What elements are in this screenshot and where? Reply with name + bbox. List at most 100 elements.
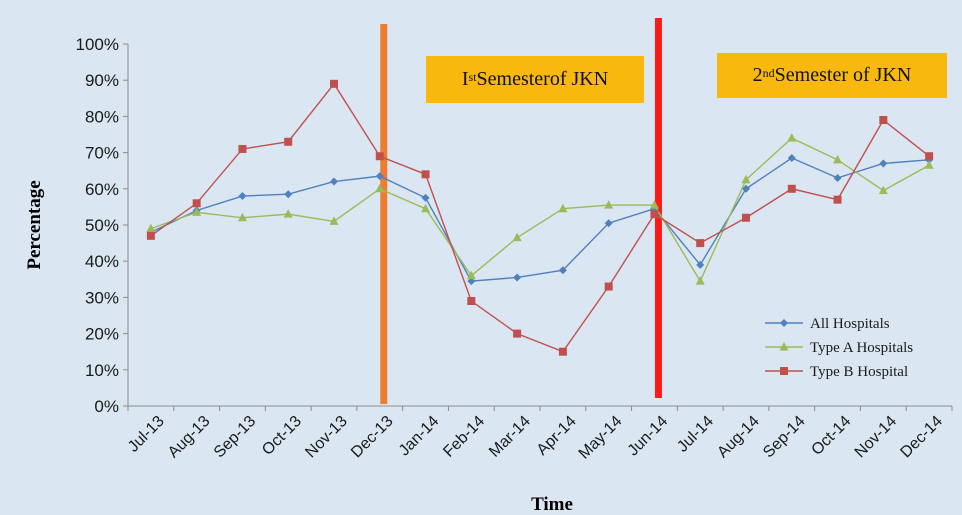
data-point: [787, 154, 796, 163]
data-point: [512, 232, 522, 242]
legend-entry: All Hospitals: [765, 316, 890, 332]
x-tick-label: Oct-13: [259, 413, 305, 459]
x-tick-label: Nov-13: [302, 413, 351, 462]
x-tick-label: Aug-13: [165, 413, 214, 462]
series-all-hospitals: [146, 154, 934, 286]
x-tick-label: Jun-14: [625, 413, 672, 460]
data-point: [421, 170, 430, 179]
legend-marker: [780, 319, 788, 327]
data-point: [330, 177, 338, 186]
series-line: [150, 157, 930, 282]
y-tick-label: 50%: [85, 216, 119, 235]
semester-divider: [380, 24, 388, 404]
data-point: [237, 212, 247, 222]
data-point: [284, 137, 293, 146]
data-point: [375, 183, 385, 193]
x-tick-label: Jan-14: [396, 413, 443, 460]
data-point: [513, 329, 522, 338]
data-point: [878, 185, 888, 195]
semester-1-text: Semesterof JKN: [476, 68, 609, 90]
series-type-a-hospitals: [146, 133, 934, 285]
data-point: [787, 133, 797, 142]
data-point: [192, 207, 202, 216]
semester-2-ordinal: nd: [762, 66, 775, 80]
x-tick-label: Aug-14: [714, 413, 763, 462]
legend-label: Type A Hospitals: [810, 340, 913, 356]
data-point: [283, 209, 293, 218]
y-tick-label: 90%: [85, 71, 119, 90]
x-tick-label: Sep-14: [760, 413, 809, 462]
data-point: [696, 260, 705, 269]
series-line: [150, 137, 930, 283]
semester-2-number: 2: [752, 64, 763, 86]
data-point: [833, 195, 842, 204]
x-tick-label: Sep-13: [211, 413, 260, 462]
data-point: [421, 193, 430, 202]
data-point: [558, 347, 567, 356]
x-tick-label: Nov-14: [852, 413, 901, 462]
data-point: [558, 266, 567, 275]
legend-label: Type B Hospital: [810, 364, 908, 380]
data-point: [421, 203, 431, 213]
data-point: [649, 200, 659, 209]
x-tick-label: Jul-14: [674, 413, 717, 456]
y-axis-title: Percentage: [24, 180, 45, 269]
data-point: [879, 159, 888, 168]
series-lines: [146, 79, 934, 356]
data-point: [742, 184, 750, 193]
x-tick-label: Dec-13: [348, 413, 397, 462]
x-tick-label: Oct-14: [808, 413, 854, 459]
y-tick-label: 100%: [76, 35, 119, 54]
data-point: [604, 200, 614, 209]
data-point: [238, 192, 247, 201]
x-tick-label: Mar-14: [486, 413, 534, 461]
data-point: [146, 231, 155, 240]
x-axis-title: Time: [531, 494, 573, 515]
semester-1-ordinal: st: [468, 70, 477, 84]
data-point: [375, 152, 384, 161]
x-tick-label: May-14: [576, 413, 626, 463]
data-point: [604, 219, 613, 228]
legend-marker: [780, 367, 788, 375]
x-tick-label: Jul-13: [125, 413, 168, 456]
y-tick-label: 0%: [94, 397, 119, 416]
series-line: [150, 82, 930, 353]
data-point: [741, 174, 751, 184]
x-tick-label: Apr-14: [534, 413, 580, 459]
data-point: [192, 199, 201, 208]
data-point: [695, 276, 705, 285]
y-tick-label: 70%: [85, 144, 119, 163]
data-point: [696, 239, 705, 248]
data-point: [787, 184, 796, 193]
data-point: [375, 172, 384, 181]
data-point: [329, 216, 339, 225]
legend-entry: Type B Hospital: [765, 364, 908, 380]
data-point: [742, 213, 750, 222]
semester-2-text: Semester of JKN: [774, 64, 912, 86]
y-tick-label: 20%: [85, 325, 119, 344]
data-point: [146, 223, 156, 233]
legend-marker: [779, 342, 789, 351]
data-point: [925, 152, 934, 161]
legend-label: All Hospitals: [810, 316, 890, 332]
data-point: [238, 144, 247, 153]
data-point: [284, 190, 293, 199]
data-point: [466, 270, 476, 280]
data-point: [833, 154, 843, 164]
data-point: [604, 282, 613, 291]
data-point: [513, 273, 522, 282]
x-tick-label: Dec-14: [897, 413, 946, 462]
data-point: [833, 173, 842, 182]
semester-1-number: I: [461, 68, 469, 90]
data-point: [924, 160, 934, 169]
y-tick-label: 80%: [85, 107, 119, 126]
data-point: [558, 203, 568, 213]
y-tick-label: 40%: [85, 252, 119, 271]
y-tick-label: 30%: [85, 288, 119, 307]
x-tick-label: Feb-14: [440, 413, 488, 461]
data-point: [467, 297, 476, 306]
